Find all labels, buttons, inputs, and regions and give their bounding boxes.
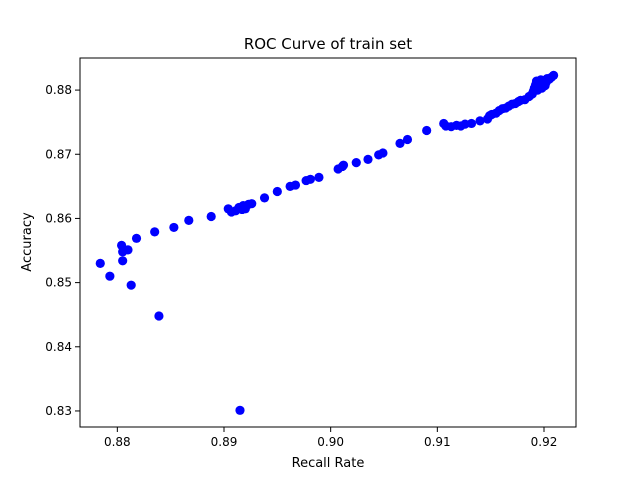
data-point <box>395 138 405 148</box>
data-point <box>150 227 160 237</box>
data-point <box>363 154 373 164</box>
data-point <box>131 233 142 243</box>
points-layer <box>95 70 559 415</box>
y-tick-label: 0.83 <box>45 404 72 418</box>
y-tick-label: 0.88 <box>45 83 72 97</box>
data-point <box>259 193 270 203</box>
data-point <box>184 215 194 225</box>
y-tick-label: 0.85 <box>45 276 72 290</box>
x-tick-label: 0.90 <box>317 435 344 449</box>
x-axis-label: Recall Rate <box>292 456 365 471</box>
x-tick-label: 0.91 <box>424 435 451 449</box>
data-point <box>206 211 216 222</box>
y-axis-label: Accuracy <box>20 212 35 272</box>
data-point <box>247 199 257 209</box>
data-point <box>475 116 485 126</box>
chart-title: ROC Curve of train set <box>244 35 412 53</box>
x-tick-label: 0.88 <box>104 435 131 449</box>
data-point <box>118 256 128 266</box>
data-point <box>154 311 164 321</box>
data-point <box>314 172 324 182</box>
data-point <box>272 186 282 197</box>
data-point <box>466 118 477 129</box>
data-point <box>290 180 301 190</box>
x-tick-label: 0.92 <box>531 435 558 449</box>
data-point <box>549 70 559 80</box>
y-tick-label: 0.87 <box>45 147 72 161</box>
data-point <box>338 160 349 170</box>
data-point <box>378 148 388 158</box>
data-point <box>235 405 245 415</box>
y-tick-label: 0.86 <box>45 211 72 225</box>
plot-frame <box>79 57 577 428</box>
data-point <box>105 271 115 281</box>
data-point <box>169 222 179 233</box>
data-point <box>123 245 133 255</box>
data-point <box>95 258 105 268</box>
data-point <box>422 125 432 136</box>
data-point <box>305 174 315 184</box>
data-point <box>402 134 413 145</box>
x-axis: 0.88 0.89 0.90 0.91 0.92 <box>104 427 557 449</box>
x-tick-label: 0.89 <box>211 435 238 449</box>
data-point <box>126 280 136 290</box>
y-tick-label: 0.84 <box>45 340 72 354</box>
data-point <box>351 158 361 168</box>
y-axis: 0.83 0.84 0.85 0.86 0.87 0.88 <box>45 83 80 418</box>
